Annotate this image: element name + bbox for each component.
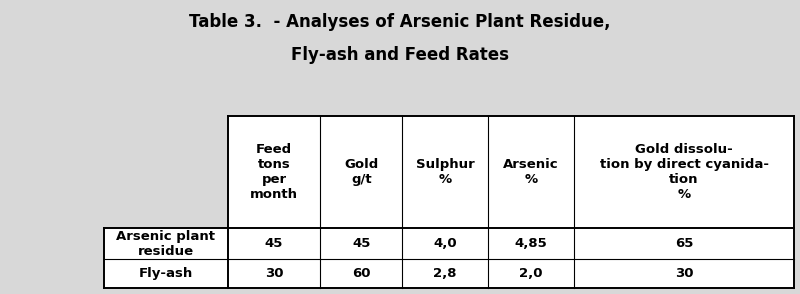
Bar [104,228,794,288]
Text: 30: 30 [265,267,283,280]
Text: 45: 45 [352,237,370,250]
Bar [228,116,794,228]
Text: 2,0: 2,0 [519,267,542,280]
Text: Gold dissolu-
tion by direct cyanida-
tion
%: Gold dissolu- tion by direct cyanida- ti… [599,143,769,201]
Text: 4,0: 4,0 [434,237,457,250]
Text: Gold
g/t: Gold g/t [344,158,378,186]
Text: Table 3.  - Analyses of Arsenic Plant Residue,: Table 3. - Analyses of Arsenic Plant Res… [190,13,610,31]
Text: Feed
tons
per
month: Feed tons per month [250,143,298,201]
Text: Fly-ash: Fly-ash [139,267,193,280]
Text: Sulphur
%: Sulphur % [416,158,474,186]
Text: 45: 45 [265,237,283,250]
Text: 65: 65 [675,237,693,250]
Text: 60: 60 [352,267,370,280]
Text: 30: 30 [674,267,694,280]
Text: 4,85: 4,85 [514,237,547,250]
Text: Arsenic
%: Arsenic % [503,158,558,186]
Text: Fly-ash and Feed Rates: Fly-ash and Feed Rates [291,46,509,64]
Text: Arsenic plant
residue: Arsenic plant residue [117,230,215,258]
Text: 2,8: 2,8 [434,267,457,280]
